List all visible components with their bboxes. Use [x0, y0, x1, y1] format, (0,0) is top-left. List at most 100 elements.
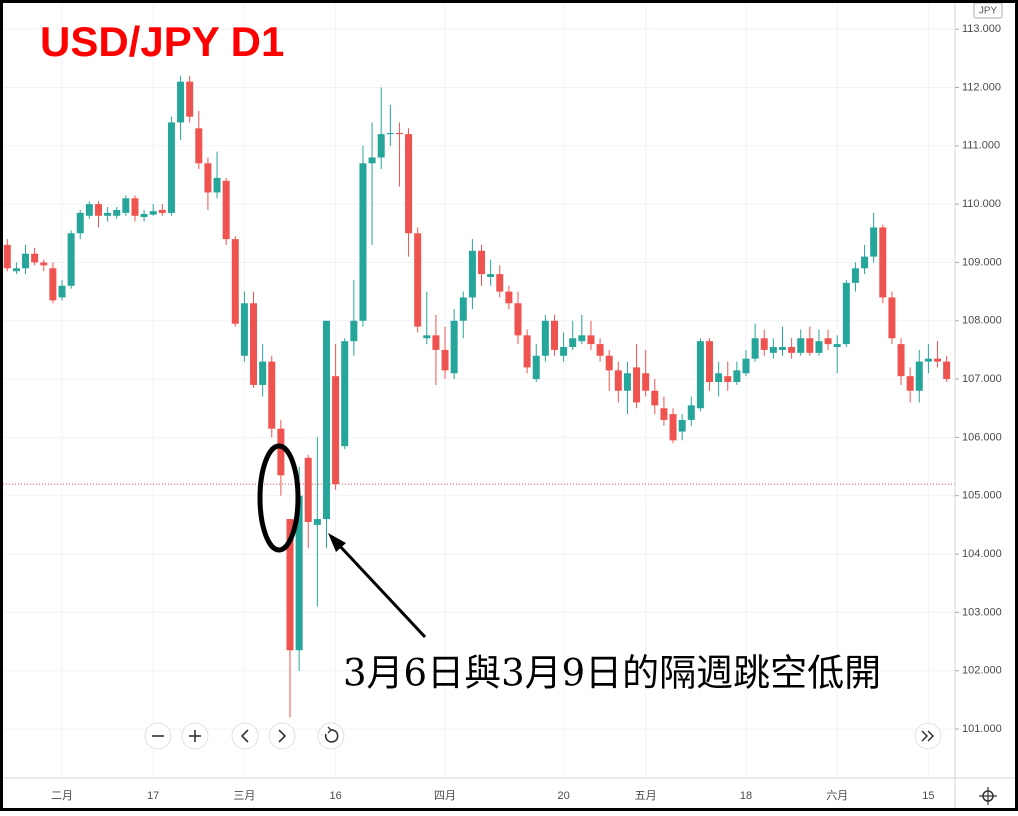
- candle-body: [715, 373, 723, 383]
- candle-body: [861, 256, 869, 269]
- candle-body: [605, 355, 613, 371]
- candle-body: [268, 361, 276, 429]
- candle-body: [186, 81, 194, 117]
- candle-body: [560, 347, 568, 356]
- candle-body: [441, 349, 449, 371]
- candle-body: [870, 227, 878, 257]
- candle-body: [113, 209, 121, 216]
- x-tick-label: 三月: [233, 790, 255, 802]
- candle-body: [879, 227, 887, 298]
- y-tick-label: 109.000: [962, 256, 1002, 268]
- candle-body: [85, 204, 93, 216]
- candle-body: [934, 358, 942, 362]
- scroll-left-button[interactable]: [231, 722, 259, 750]
- candle-body: [122, 198, 130, 213]
- y-tick-label: 107.000: [962, 373, 1002, 385]
- candle-body: [751, 338, 759, 359]
- scroll-end-button[interactable]: [914, 722, 942, 750]
- scroll-right-button[interactable]: [268, 722, 296, 750]
- reset-button[interactable]: [317, 722, 345, 750]
- y-tick-label: 102.000: [962, 665, 1002, 677]
- candle-body: [405, 134, 413, 234]
- zoom-in-button[interactable]: [181, 722, 209, 750]
- candle-body: [341, 341, 349, 447]
- candle-body: [304, 457, 312, 522]
- candle-body: [140, 214, 148, 217]
- candle-body: [696, 341, 704, 409]
- candle-body: [368, 157, 376, 164]
- candle-body: [295, 495, 303, 651]
- candle-body: [322, 320, 330, 520]
- candle-body: [550, 320, 558, 350]
- candle-body: [204, 163, 212, 193]
- candle-body: [788, 347, 796, 353]
- settings-button[interactable]: [979, 787, 997, 805]
- candle-body: [40, 262, 48, 266]
- candle-body: [386, 132, 394, 135]
- highlight-ellipse: [257, 443, 301, 553]
- arrow-line: [336, 542, 427, 639]
- candle-body: [797, 338, 805, 353]
- y-tick-label: 112.000: [962, 81, 1001, 93]
- candle-body: [350, 320, 358, 342]
- zoom-out-button[interactable]: [144, 722, 172, 750]
- candle-body: [94, 204, 102, 216]
- y-tick-label: 111.000: [962, 140, 1000, 152]
- x-tick-label: 五月: [635, 790, 657, 802]
- candle-body: [58, 285, 66, 298]
- candle-body: [815, 341, 823, 353]
- candle-body: [67, 233, 75, 286]
- candle-body: [240, 303, 248, 356]
- candle-body: [842, 282, 850, 345]
- candle-body: [505, 291, 513, 304]
- candle-body: [596, 344, 604, 356]
- candle-body: [943, 361, 951, 380]
- candle-body: [660, 408, 668, 420]
- axes: 101.000 102.000 103.000 104.000 105.000 106.0…: [51, 23, 1002, 802]
- candle-body: [706, 341, 714, 383]
- candle-body: [213, 177, 221, 193]
- candle-body: [468, 250, 476, 298]
- candle-body: [277, 428, 285, 476]
- candle-body: [259, 361, 267, 385]
- candle-body: [760, 338, 768, 350]
- candle-body: [651, 390, 659, 406]
- candle-body: [778, 347, 786, 350]
- y-tick-label: 110.000: [962, 198, 1001, 210]
- candles: [0, 75, 951, 718]
- candle-body: [906, 376, 914, 391]
- candle-body: [313, 519, 321, 525]
- candle-body: [532, 355, 540, 380]
- x-tick-label: 15: [922, 790, 934, 802]
- currency-label: JPY: [979, 6, 998, 17]
- y-tick-label: 101.000: [962, 723, 1002, 735]
- x-tick-label: 二月: [51, 790, 73, 802]
- candle-body: [806, 338, 814, 353]
- candle-body: [250, 303, 258, 385]
- y-tick-label: 108.000: [962, 315, 1002, 327]
- candle-body: [158, 209, 166, 213]
- candle-body: [487, 274, 495, 278]
- candle-body: [687, 405, 695, 420]
- x-tick-label: 20: [557, 790, 569, 802]
- candle-body: [76, 212, 84, 234]
- candle-body: [12, 268, 20, 272]
- candle-body: [478, 250, 486, 275]
- candle-body: [450, 320, 458, 374]
- candle-body: [614, 370, 622, 391]
- candle-body: [423, 335, 431, 339]
- candle-body: [742, 358, 750, 374]
- candle-body: [888, 297, 896, 339]
- candle-body: [724, 376, 732, 383]
- candle-body: [623, 373, 631, 391]
- candle-body: [824, 338, 832, 345]
- candle-body: [231, 239, 239, 324]
- candle-body: [769, 347, 777, 353]
- candle-body: [377, 134, 385, 158]
- candle-body: [459, 297, 467, 321]
- candle-body: [578, 335, 586, 342]
- candle-body: [833, 344, 841, 348]
- candle-body: [395, 132, 403, 135]
